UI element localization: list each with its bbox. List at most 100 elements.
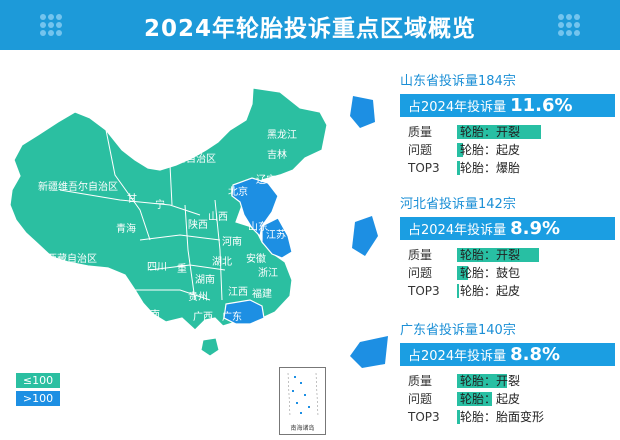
issue-bar bbox=[457, 284, 459, 298]
card-shandong: 山东省投诉量184宗 占2024年投诉量 11.6% 质量 问题 TOP3 轮胎：… bbox=[400, 73, 615, 177]
province-label: 重 bbox=[177, 262, 187, 275]
inset-islands bbox=[287, 372, 319, 417]
legend-high: >100 bbox=[16, 391, 60, 406]
province-label: 江西 bbox=[228, 286, 248, 298]
issue-bar bbox=[457, 125, 541, 139]
province-label: 陕西 bbox=[188, 218, 208, 231]
map-region-high-south bbox=[223, 299, 265, 325]
issue-bar bbox=[457, 248, 539, 262]
province-label: 北京 bbox=[228, 185, 248, 198]
legend-low-label: ≤100 bbox=[16, 373, 60, 388]
issue-item: 轮胎：起皮 bbox=[457, 282, 607, 300]
province-label: 辽宁 bbox=[256, 173, 276, 186]
issue-bar bbox=[457, 374, 507, 388]
province-label: 河南 bbox=[222, 235, 242, 248]
side-label-line: 质量 bbox=[408, 248, 433, 262]
province-label: 江苏 bbox=[266, 228, 286, 241]
issue-item: 轮胎：起皮 bbox=[457, 390, 607, 408]
side-label-line: 问题 bbox=[408, 266, 433, 280]
card-hebei: 河北省投诉量142宗 占2024年投诉量 8.9% 质量 问题 TOP3 轮胎：开… bbox=[400, 196, 615, 300]
side-label-line: 问题 bbox=[408, 143, 433, 157]
side-label-line: 质量 bbox=[408, 125, 433, 139]
card-share-label: 占2024年投诉量 bbox=[408, 100, 507, 115]
province-label: 湖北 bbox=[212, 256, 232, 268]
province-label: 新疆维吾尔自治区 bbox=[38, 180, 118, 193]
card-heading: 河北省投诉量142宗 bbox=[400, 197, 516, 212]
card-share-percent: 11.6% bbox=[510, 95, 573, 116]
map-region-hainan bbox=[200, 337, 220, 357]
issue-text: 轮胎：起皮 bbox=[460, 143, 521, 157]
province-label: 宁 bbox=[155, 198, 165, 211]
map-region-high-north bbox=[231, 177, 279, 238]
card-share-pill: 占2024年投诉量 8.8% bbox=[400, 343, 615, 366]
province-label: 四川 bbox=[147, 262, 167, 273]
side-label-line: 问题 bbox=[408, 392, 433, 406]
card-share-percent: 8.9% bbox=[510, 218, 561, 239]
issue-item: 轮胎：开裂 bbox=[457, 372, 607, 390]
side-label-line: TOP3 bbox=[408, 410, 440, 424]
inset-label: 南海诸岛 bbox=[290, 425, 315, 432]
card-share-pill: 占2024年投诉量 8.9% bbox=[400, 217, 615, 240]
card-share-label: 占2024年投诉量 bbox=[408, 223, 507, 238]
issue-bar bbox=[457, 392, 492, 406]
issue-text: 轮胎：起皮 bbox=[460, 392, 521, 406]
province-label: 山西 bbox=[208, 211, 228, 223]
header-decoration-left bbox=[40, 14, 62, 36]
province-label: 湖南 bbox=[195, 273, 215, 286]
legend-high-label: >100 bbox=[16, 391, 60, 406]
map-region-low bbox=[9, 87, 328, 331]
issue-text: 轮胎：胎面变形 bbox=[460, 410, 545, 424]
issue-text: 轮胎：鼓包 bbox=[460, 266, 521, 280]
south-china-sea-inset: 南海诸岛 bbox=[279, 367, 326, 435]
card-side-label: 质量 问题 TOP3 bbox=[408, 246, 448, 300]
province-label: 内蒙古自治区 bbox=[156, 152, 216, 165]
issue-text: 轮胎：开裂 bbox=[460, 374, 521, 388]
province-label: 吉林 bbox=[267, 148, 287, 161]
card-side-label: 质量 问题 TOP3 bbox=[408, 123, 448, 177]
issue-bar bbox=[457, 266, 468, 280]
province-label: 西藏自治区 bbox=[47, 252, 97, 265]
province-label: 青海 bbox=[116, 222, 136, 235]
card-guangdong: 广东省投诉量140宗 占2024年投诉量 8.8% 质量 问题 TOP3 轮胎：开… bbox=[400, 322, 615, 426]
legend-low: ≤100 bbox=[16, 373, 60, 388]
issue-item: 轮胎：胎面变形 bbox=[457, 408, 607, 426]
side-label-line: TOP3 bbox=[408, 284, 440, 298]
card-share-label: 占2024年投诉量 bbox=[408, 349, 507, 364]
province-label: 贵州 bbox=[188, 290, 208, 303]
issue-item: 轮胎：爆胎 bbox=[457, 159, 607, 177]
province-label: 浙江 bbox=[258, 267, 278, 279]
issue-text: 轮胎：爆胎 bbox=[460, 161, 521, 175]
province-label: 广西 bbox=[193, 311, 213, 323]
issue-bar bbox=[457, 143, 463, 157]
card-share-percent: 8.8% bbox=[510, 344, 561, 365]
issue-item: 轮胎：开裂 bbox=[457, 123, 607, 141]
issue-bar bbox=[457, 161, 460, 175]
issue-item: 轮胎：起皮 bbox=[457, 141, 607, 159]
issue-text: 轮胎：起皮 bbox=[460, 284, 521, 298]
side-label-line: 质量 bbox=[408, 374, 433, 388]
page-title: 2024年轮胎投诉重点区域概览 bbox=[143, 16, 476, 42]
card-share-pill: 占2024年投诉量 11.6% bbox=[400, 94, 615, 117]
province-label: 黑龙江 bbox=[267, 128, 297, 141]
issue-item: 轮胎：开裂 bbox=[457, 246, 607, 264]
issue-bar bbox=[457, 410, 460, 424]
card-heading: 广东省投诉量140宗 bbox=[400, 323, 516, 338]
offshore-decoration bbox=[350, 96, 388, 368]
province-label: 广东 bbox=[222, 310, 242, 323]
province-label: 山东 bbox=[248, 220, 268, 233]
issue-item: 轮胎：鼓包 bbox=[457, 264, 607, 282]
side-label-line: TOP3 bbox=[408, 161, 440, 175]
issue-text: 轮胎：开裂 bbox=[460, 125, 521, 139]
province-label: 安徽 bbox=[246, 252, 266, 265]
issue-text: 轮胎：开裂 bbox=[460, 248, 521, 262]
header-bar: 2024年轮胎投诉重点区域概览 bbox=[0, 0, 620, 50]
map-region-high-east bbox=[261, 217, 293, 259]
header-decoration-right bbox=[558, 14, 580, 36]
card-heading: 山东省投诉量184宗 bbox=[400, 74, 516, 89]
province-label: 福建 bbox=[252, 287, 272, 300]
province-label: 云南 bbox=[140, 308, 160, 321]
province-borders bbox=[59, 129, 226, 301]
card-side-label: 质量 问题 TOP3 bbox=[408, 372, 448, 426]
